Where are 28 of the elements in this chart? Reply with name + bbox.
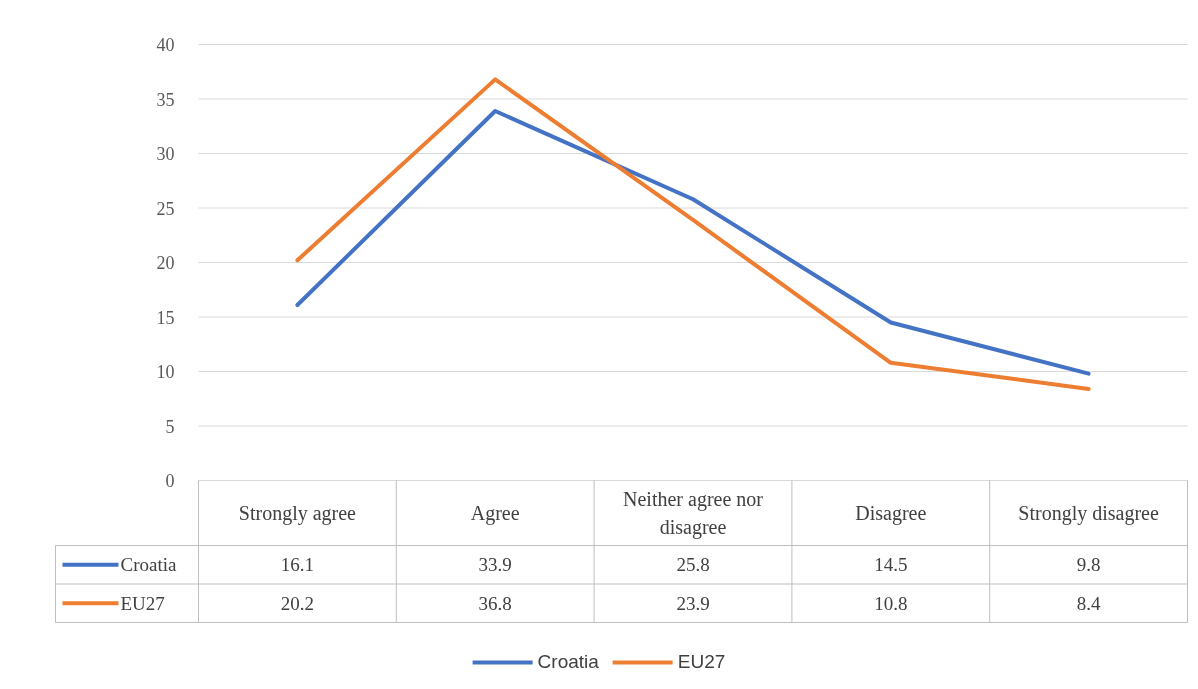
legend-label: Croatia	[120, 554, 177, 576]
y-tick-label: 0	[165, 471, 175, 491]
x-tick-label: Strongly disagree	[1018, 502, 1159, 525]
data-label: 14.5	[874, 554, 908, 576]
data-label: 20.2	[280, 592, 315, 614]
data-label: 36.8	[478, 592, 512, 614]
data-label: 23.9	[676, 592, 710, 614]
y-tick-label: 20	[156, 253, 175, 273]
legend-label: EU27	[120, 592, 165, 614]
y-tick-label: 40	[156, 35, 175, 55]
data-label: 25.8	[676, 554, 710, 576]
y-tick-label: 5	[165, 416, 175, 437]
text: Croatia	[537, 651, 599, 672]
x-tick-label: Agree	[470, 502, 520, 525]
x-tick-label: Disagree	[855, 502, 927, 525]
y-tick-label: 35	[156, 89, 175, 110]
y-tick-label: 10	[156, 362, 175, 382]
data-label: 10.8	[874, 592, 908, 614]
text: EU27	[677, 651, 726, 672]
data-label: 8.4	[1076, 592, 1101, 614]
data-label: 16.1	[280, 554, 315, 576]
y-tick-label: 30	[156, 144, 175, 164]
y-tick-label: 15	[156, 307, 175, 328]
data-label: 33.9	[478, 554, 512, 576]
x-tick-label: Strongly agree	[238, 502, 357, 525]
y-tick-label: 25	[156, 198, 175, 219]
x-tick-label: Neither agree nor disagree	[623, 487, 764, 540]
data-label: 9.8	[1076, 554, 1101, 576]
